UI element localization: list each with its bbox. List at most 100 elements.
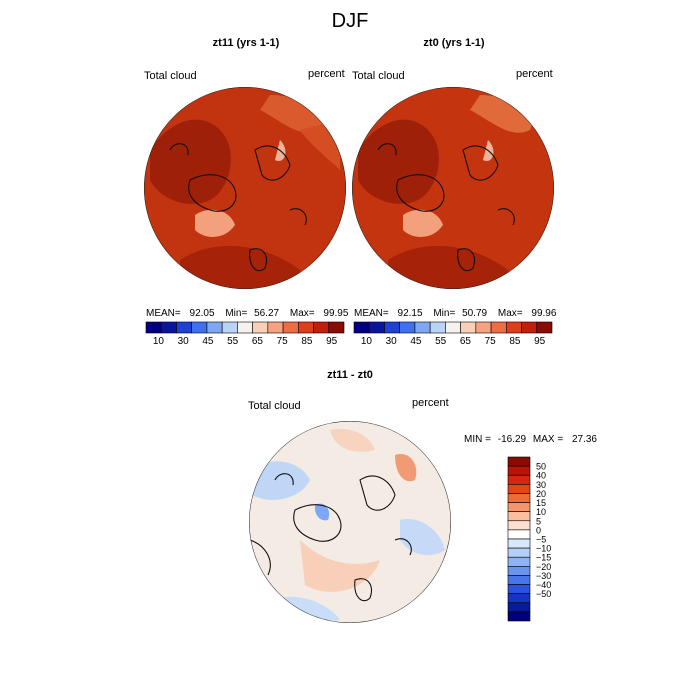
stat-label: MEAN= [146, 308, 181, 319]
stat-label: MAX = [533, 434, 563, 445]
colorbar-swatch [507, 547, 531, 558]
colorbar-tick-label: 75 [277, 336, 289, 347]
stat-min: 50.79 [462, 308, 487, 319]
stat-mean: 92.15 [398, 308, 423, 319]
colorbar-swatch [176, 321, 192, 334]
colorbar-tick-label: 0 [536, 525, 541, 535]
colorbar-tick-label: 65 [252, 336, 264, 347]
colorbar-swatch [507, 456, 531, 467]
colorbar-swatch [206, 321, 223, 334]
colorbar-tick-label: 85 [301, 336, 313, 347]
colorbar-tick-label: 95 [326, 336, 338, 347]
colorbar-tick-label: −30 [536, 571, 551, 581]
polar-map [144, 87, 346, 289]
stat-max: 27.36 [572, 434, 597, 445]
panel-title: zt0 (yrs 1-1) [423, 37, 484, 49]
colorbar-swatch [313, 321, 330, 334]
stat-min: 56.27 [254, 308, 279, 319]
colorbar-swatch [507, 538, 531, 549]
colorbar-tick-label: 30 [178, 336, 190, 347]
colorbar-tick-label: 30 [536, 480, 546, 490]
colorbar-swatch [368, 321, 385, 334]
colorbar-swatch [507, 556, 531, 567]
stat-label: Min= [225, 308, 247, 319]
colorbar-swatch [475, 321, 492, 334]
stat-label: Max= [498, 308, 523, 319]
colorbar-tick-label: 20 [536, 489, 546, 499]
panel-zt0: zt0 (yrs 1-1) Total cloud percent MEAN= … [352, 37, 557, 347]
colorbar-tick-label: 45 [410, 336, 422, 347]
coastline [169, 143, 307, 272]
colorbar: 10 30 45 55 65 75 85 95 [353, 321, 553, 347]
stat-min: -16.29 [498, 434, 527, 445]
map-shading [150, 119, 231, 204]
colorbar-swatch [507, 493, 531, 503]
colorbar-tick-label: 95 [534, 336, 546, 347]
colorbar-swatch [507, 584, 531, 594]
stat-label: Min= [433, 308, 455, 319]
colorbar-tick-label: 75 [485, 336, 497, 347]
colorbar-swatch [414, 321, 431, 334]
map-shading [330, 428, 375, 452]
polar-map [352, 87, 554, 289]
colorbar-swatch [237, 321, 253, 334]
colorbar-tick-label: 10 [536, 507, 546, 517]
colorbar-tick-label: 5 [536, 516, 541, 526]
stat-max: 99.95 [323, 308, 348, 319]
svg-text:MEAN= 92.15 Min=: MEAN= 92.15 Min= 50.79 Max= 99.96 [354, 308, 557, 319]
map-shading [395, 454, 417, 482]
colorbar-tick-label: 50 [536, 462, 546, 472]
map-shading [250, 461, 310, 500]
coastline [249, 473, 412, 602]
colorbar-swatch [445, 321, 461, 334]
colorbar-tick-label: −40 [536, 580, 551, 590]
colorbar-swatch [267, 321, 284, 334]
panel-title: zt11 (yrs 1-1) [213, 37, 280, 49]
colorbar-swatch [507, 474, 531, 485]
colorbar-tick-label: 10 [153, 336, 165, 347]
map-shading [195, 209, 235, 237]
stat-label: MIN = [464, 434, 491, 445]
svg-text:MIN = -16.29 MAX =: MIN = -16.29 MAX = 27.36 [464, 434, 597, 445]
colorbar-swatch [507, 465, 531, 476]
svg-text:MEAN= 92.05 Min=: MEAN= 92.05 Min= 56.27 Max= 99.95 [146, 308, 349, 319]
colorbar-tick-label: 45 [202, 336, 214, 347]
stat-label: MEAN= [354, 308, 389, 319]
colorbar-swatch [298, 321, 314, 334]
colorbar-tick-label: 30 [386, 336, 398, 347]
colorbar-swatch [460, 321, 477, 334]
colorbar-swatch [507, 484, 531, 494]
colorbar-tick-label: −50 [536, 589, 551, 599]
figure-title: DJF [332, 10, 369, 32]
colorbar-swatch [490, 321, 507, 334]
colorbar-tick-label: −5 [536, 535, 546, 545]
colorbar-tick-label: 55 [227, 336, 239, 347]
colorbar-swatch [536, 321, 553, 334]
colorbar-tick-label: 85 [509, 336, 521, 347]
map-shading [314, 503, 330, 521]
panel-zt11: zt11 (yrs 1-1) Total cloud percent MEAN=… [144, 37, 349, 347]
colorbar-swatch [353, 321, 370, 334]
map-shading [403, 209, 443, 237]
panel-title: zt11 - zt0 [327, 369, 373, 381]
polar-map [249, 421, 451, 623]
coastline [377, 143, 515, 272]
variable-label: Total cloud [248, 400, 301, 412]
colorbar-swatch [384, 321, 400, 334]
units-label: percent [516, 68, 553, 80]
colorbar-swatch [399, 321, 416, 334]
colorbar-swatch [507, 611, 531, 622]
colorbar-swatch [507, 593, 531, 604]
colorbar-tick-label: 65 [460, 336, 472, 347]
colorbar-swatch [191, 321, 208, 334]
colorbar-swatch [282, 321, 299, 334]
colorbar-swatch [221, 321, 238, 334]
colorbar-swatch [507, 502, 531, 512]
colorbar-swatch [507, 511, 531, 522]
variable-label: Total cloud [352, 70, 405, 82]
units-label: percent [412, 397, 449, 409]
map-shading [358, 119, 439, 204]
colorbar-swatch [429, 321, 446, 334]
